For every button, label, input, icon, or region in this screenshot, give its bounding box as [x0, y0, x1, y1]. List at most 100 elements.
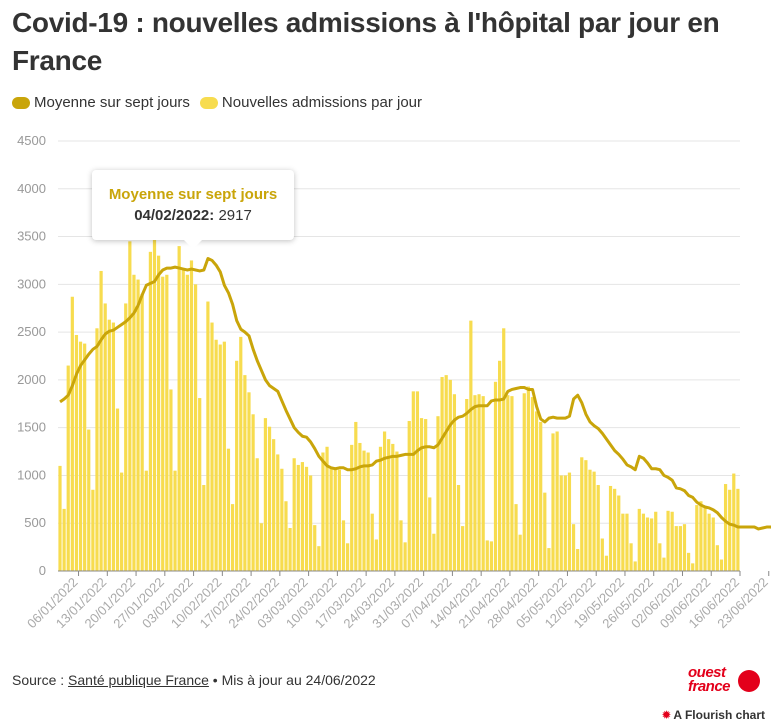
source-link[interactable]: Santé publique France	[68, 672, 209, 688]
bar[interactable]	[276, 454, 280, 571]
bar[interactable]	[415, 391, 420, 571]
bar[interactable]	[222, 341, 226, 571]
bar[interactable]	[202, 485, 206, 571]
bar[interactable]	[691, 563, 695, 571]
bar[interactable]	[132, 274, 136, 571]
bar[interactable]	[152, 227, 157, 571]
bar[interactable]	[411, 391, 415, 571]
bar[interactable]	[530, 397, 535, 571]
bar[interactable]	[613, 488, 617, 571]
bar[interactable]	[198, 398, 202, 571]
bar[interactable]	[325, 446, 329, 571]
bar[interactable]	[374, 539, 378, 571]
bar[interactable]	[485, 540, 489, 571]
bar[interactable]	[686, 552, 691, 571]
bar[interactable]	[547, 548, 551, 571]
bar[interactable]	[452, 394, 457, 571]
bar[interactable]	[703, 506, 707, 571]
bar[interactable]	[498, 360, 502, 571]
bar[interactable]	[366, 452, 370, 571]
bar[interactable]	[629, 543, 633, 571]
bar[interactable]	[695, 505, 699, 571]
bar[interactable]	[333, 467, 337, 571]
bar[interactable]	[473, 395, 477, 571]
bar[interactable]	[448, 379, 452, 571]
bar[interactable]	[300, 462, 305, 571]
bar[interactable]	[719, 559, 724, 571]
bar[interactable]	[235, 360, 239, 571]
bar[interactable]	[91, 489, 95, 571]
bar[interactable]	[58, 465, 62, 571]
bar[interactable]	[288, 528, 292, 571]
bar[interactable]	[243, 375, 247, 571]
bar[interactable]	[736, 488, 740, 571]
bar[interactable]	[169, 389, 173, 571]
bar[interactable]	[140, 293, 144, 571]
bar[interactable]	[555, 431, 559, 571]
bar[interactable]	[358, 442, 362, 571]
bar[interactable]	[621, 513, 625, 571]
bar[interactable]	[87, 429, 91, 571]
bar[interactable]	[247, 392, 251, 571]
bar[interactable]	[715, 545, 719, 571]
bar[interactable]	[567, 472, 572, 571]
bar[interactable]	[711, 517, 715, 571]
bar[interactable]	[444, 375, 448, 571]
bar[interactable]	[70, 296, 74, 571]
bar[interactable]	[280, 468, 284, 571]
bar[interactable]	[432, 533, 436, 571]
bar[interactable]	[341, 520, 346, 571]
bar[interactable]	[571, 524, 576, 571]
bar[interactable]	[522, 393, 526, 571]
bar[interactable]	[407, 420, 411, 571]
bar[interactable]	[510, 396, 514, 571]
bar[interactable]	[506, 395, 510, 571]
bar[interactable]	[78, 341, 83, 571]
bar[interactable]	[218, 344, 222, 571]
bar[interactable]	[263, 418, 268, 571]
bar[interactable]	[580, 457, 584, 571]
bar[interactable]	[354, 421, 358, 571]
bar[interactable]	[465, 399, 469, 571]
bar[interactable]	[313, 525, 317, 571]
bar[interactable]	[230, 504, 235, 571]
bar[interactable]	[157, 255, 161, 571]
moving-average-line[interactable]	[59, 257, 771, 535]
flourish-credit[interactable]: ✹ A Flourish chart	[661, 708, 765, 722]
bar[interactable]	[699, 501, 703, 571]
bar[interactable]	[592, 471, 596, 571]
bar[interactable]	[526, 386, 530, 571]
bar[interactable]	[469, 320, 473, 571]
bar[interactable]	[309, 475, 313, 571]
bar[interactable]	[662, 557, 666, 571]
bar[interactable]	[103, 303, 107, 571]
bar[interactable]	[382, 431, 387, 571]
bar[interactable]	[66, 365, 70, 571]
bar[interactable]	[559, 475, 563, 571]
legend-item-admissions[interactable]: Nouvelles admissions par jour	[199, 94, 422, 111]
bar[interactable]	[539, 421, 543, 571]
bar[interactable]	[670, 511, 674, 571]
bar[interactable]	[666, 510, 670, 571]
bar[interactable]	[514, 504, 518, 571]
bar[interactable]	[115, 408, 120, 571]
bar[interactable]	[633, 561, 637, 571]
bar[interactable]	[255, 458, 259, 571]
bar[interactable]	[551, 433, 555, 571]
bar[interactable]	[481, 396, 485, 571]
bar[interactable]	[518, 534, 522, 571]
bar[interactable]	[185, 274, 189, 571]
bar[interactable]	[329, 466, 333, 571]
bar[interactable]	[321, 452, 325, 571]
bar[interactable]	[173, 470, 177, 571]
bar[interactable]	[674, 526, 678, 571]
bar[interactable]	[296, 464, 300, 571]
bar[interactable]	[419, 418, 424, 571]
bar[interactable]	[111, 322, 116, 571]
bar[interactable]	[370, 513, 374, 571]
bar[interactable]	[650, 518, 654, 571]
bar[interactable]	[489, 541, 493, 571]
bar[interactable]	[387, 439, 391, 571]
bar[interactable]	[107, 319, 111, 571]
bar[interactable]	[534, 411, 539, 571]
